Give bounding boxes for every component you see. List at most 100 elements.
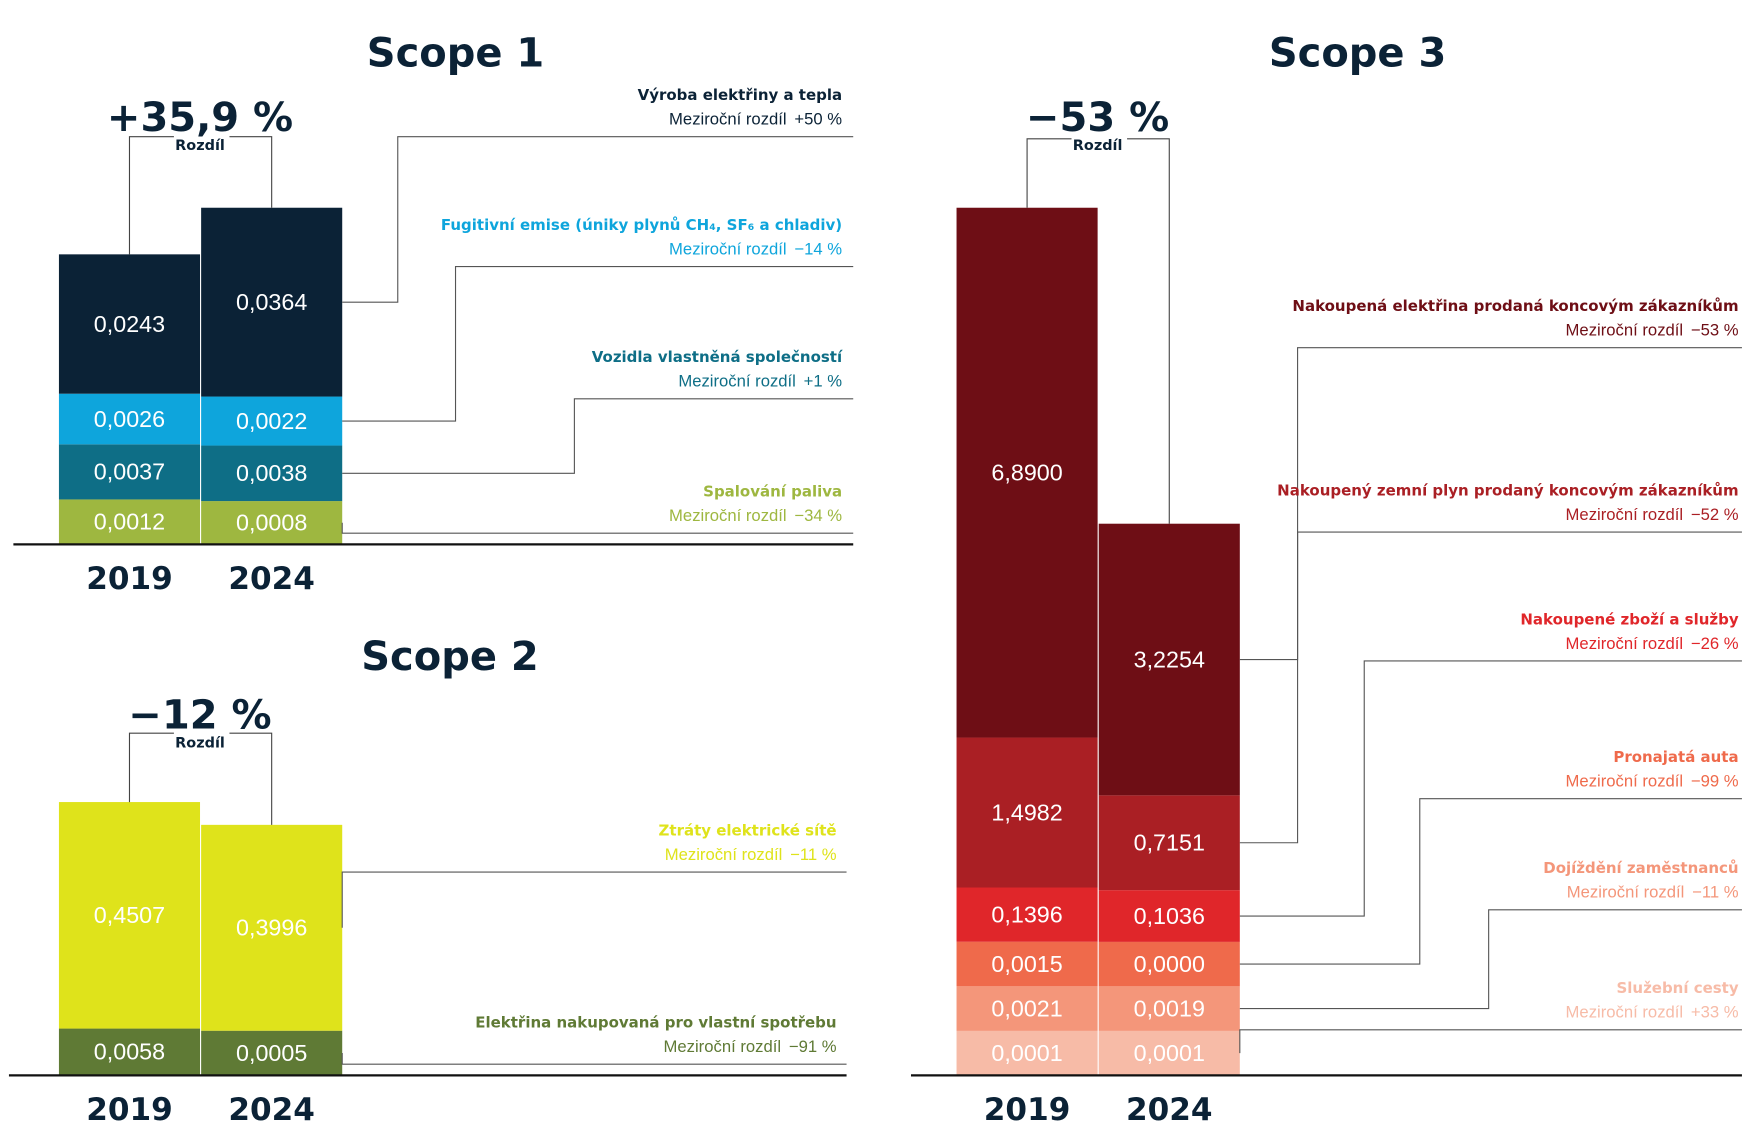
value-label: 0,0019 [1134, 995, 1205, 1021]
yoy-value: −53 % [1691, 320, 1739, 339]
bar-segment [201, 501, 343, 545]
connector [341, 522, 854, 534]
legend-name: Vozidla vlastněná společností [592, 348, 843, 366]
bracket [128, 732, 273, 825]
yoy-label: Meziroční rozdíl [1566, 505, 1684, 524]
value-label: 0,3996 [236, 915, 307, 941]
bar-segment [58, 444, 201, 500]
chart-title: Scope 1 [367, 31, 544, 77]
connector [342, 136, 854, 303]
value-label: 0,0000 [1134, 951, 1205, 977]
connector [1239, 660, 1742, 917]
yoy-label: Meziroční rozdíl [669, 239, 787, 258]
connector [1239, 1029, 1742, 1054]
value-label: 0,0026 [94, 406, 165, 432]
chart-title: Scope 2 [361, 634, 538, 680]
yoy-value: −11 % [1692, 883, 1739, 902]
change-label: Rozdíl [1073, 138, 1123, 154]
legend-name: Výroba elektřiny a tepla [638, 86, 843, 104]
yoy-label: Meziroční rozdíl [669, 109, 787, 128]
legend-name: Spalování paliva [703, 483, 842, 501]
yoy-label: Meziroční rozdíl [1566, 1003, 1684, 1022]
value-label: 0,0001 [991, 1040, 1062, 1066]
value-label: 0,4507 [94, 902, 165, 928]
yoy-value: +33 % [1691, 1003, 1739, 1022]
legend-name: Nakoupená elektřina prodaná koncovým zák… [1292, 296, 1738, 315]
yoy-value: −91 % [789, 1037, 837, 1056]
change-value: −12 % [128, 693, 271, 739]
legend-change: Meziroční rozdíl −52 % [1566, 505, 1739, 524]
value-label: 6,8900 [991, 459, 1062, 485]
legend-name: Služební cesty [1616, 979, 1738, 997]
chart-title: Scope 3 [1269, 31, 1446, 77]
bar-segment [58, 393, 201, 445]
year-label: 2024 [1126, 1092, 1213, 1122]
connector [341, 871, 847, 928]
yoy-value: −26 % [1691, 634, 1739, 653]
legend-change: Meziroční rozdíl +50 % [669, 109, 842, 128]
yoy-label: Meziroční rozdíl [665, 845, 783, 864]
connector [1239, 798, 1742, 965]
value-label: 0,7151 [1134, 830, 1205, 856]
yoy-value: −99 % [1691, 772, 1739, 791]
value-label: 0,0037 [94, 459, 165, 485]
year-label: 2019 [86, 561, 173, 597]
bar-segment [956, 1030, 1098, 1076]
year-label: 2019 [984, 1092, 1071, 1122]
value-label: 0,0012 [94, 509, 165, 535]
bar-segment [1098, 795, 1240, 891]
value-label: 0,0243 [94, 311, 165, 337]
yoy-label: Meziroční rozdíl [1567, 883, 1685, 902]
bar-segment [1098, 890, 1240, 942]
legend-name: Ztráty elektrické sítě [659, 821, 837, 839]
legend-name: Dojíždění zaměstnanců [1543, 858, 1738, 877]
bar-segment [58, 802, 201, 1029]
change-value: +35,9 % [107, 95, 293, 141]
yoy-label: Meziroční rozdíl [669, 506, 787, 525]
yoy-label: Meziroční rozdíl [664, 1037, 782, 1056]
yoy-label: Meziroční rozdíl [678, 372, 796, 391]
connector [1239, 531, 1742, 844]
bar-segment [956, 737, 1098, 888]
legend-name: Fugitivní emise (úniky plynů CH₄, SF₆ a … [441, 215, 842, 234]
legend-change: Meziroční rozdíl −26 % [1566, 634, 1739, 653]
value-label: 0,0005 [236, 1040, 307, 1066]
bar-segment [201, 207, 343, 397]
legend-name: Nakoupené zboží a služby [1520, 610, 1738, 628]
legend-change: Meziroční rozdíl −99 % [1566, 772, 1739, 791]
legend-change: Meziroční rozdíl −14 % [669, 239, 842, 258]
value-label: 0,0021 [991, 995, 1062, 1021]
legend-change: Meziroční rozdíl −91 % [664, 1037, 837, 1056]
bar-segment [201, 445, 343, 502]
yoy-value: −52 % [1691, 505, 1739, 524]
legend-change: Meziroční rozdíl −11 % [665, 845, 837, 864]
year-label: 2024 [228, 561, 315, 597]
bar-segment [1098, 1030, 1240, 1076]
connector [341, 1053, 847, 1065]
change-label: Rozdíl [175, 736, 225, 752]
legend-name: Nakoupený zemní plyn prodaný koncovým zá… [1277, 480, 1738, 499]
value-label: 0,0364 [236, 289, 307, 315]
year-label: 2024 [228, 1092, 315, 1122]
value-label: 0,1036 [1134, 903, 1205, 929]
value-label: 0,0058 [94, 1039, 165, 1065]
legend-change: Meziroční rozdíl −53 % [1566, 320, 1739, 339]
change-value: −53 % [1026, 95, 1169, 141]
bar-segment [956, 887, 1098, 942]
bar-segment [201, 1030, 343, 1076]
value-label: 0,0022 [236, 408, 307, 434]
bar-segment [201, 824, 343, 1031]
change-label: Rozdíl [175, 138, 225, 154]
connector [342, 398, 854, 474]
value-label: 1,4982 [991, 799, 1062, 825]
year-label: 2019 [86, 1092, 173, 1122]
bar-segment [1098, 523, 1240, 796]
connector [1239, 347, 1742, 661]
bar-segment [58, 1028, 201, 1076]
legend-change: Meziroční rozdíl −34 % [669, 506, 842, 525]
yoy-value: −11 % [790, 845, 837, 864]
bracket [1026, 138, 1170, 524]
bar-segment [201, 396, 343, 446]
value-label: 0,1396 [991, 901, 1062, 927]
